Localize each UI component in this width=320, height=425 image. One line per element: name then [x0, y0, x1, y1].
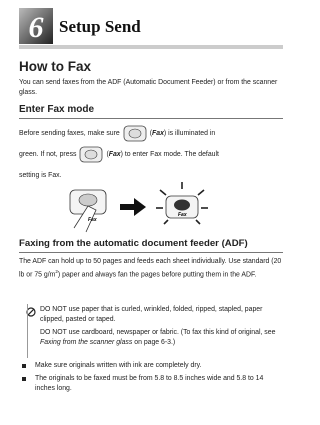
bullet-text: Make sure originals written with ink are… [35, 362, 202, 369]
note-line: DO NOT use cardboard, newspaper or fabri… [40, 328, 280, 348]
text: The ADF can hold up to 50 pages and feed… [19, 258, 282, 279]
page: {"chapter": {"number": "6", "title": "Se… [19, 8, 285, 392]
fax-key: Fax [152, 130, 164, 137]
text: DO NOT use cardboard, newspaper or fabri… [40, 329, 276, 336]
fax-button-icon [123, 125, 147, 142]
subsection-title: Enter Fax mode [19, 104, 95, 115]
chapter-header: 6 Setup Send [19, 8, 283, 49]
button-label: Fax [88, 217, 97, 223]
text: ( [149, 130, 153, 137]
rule [19, 252, 283, 253]
subsection-title: Faxing from the automatic document feede… [19, 238, 248, 249]
intro-text: You can send faxes from the ADF (Automat… [19, 79, 278, 96]
fax-button-icon [79, 146, 103, 163]
link-text: Faxing from the scanner glass [40, 339, 133, 346]
chapter-number: 6 [29, 11, 44, 44]
fax-key: Fax [108, 151, 121, 158]
bullet [22, 377, 26, 381]
text: setting is Fax. [19, 172, 62, 179]
fax-illustration: Fax Fax [69, 182, 208, 233]
rule [19, 118, 283, 119]
button-label: Fax [178, 212, 187, 218]
bullet [22, 364, 26, 368]
text: ) to enter Fax mode. The default [120, 151, 219, 158]
text: green. If not, press [19, 151, 77, 158]
text: Before sending faxes, make sure [19, 130, 120, 137]
superscript: 2 [55, 269, 58, 274]
text: ) is illuminated in [163, 130, 216, 137]
fax-mode-text: Before sending faxes, make sure (Fax) is … [19, 123, 285, 186]
note-line: DO NOT use paper that is curled, wrinkle… [40, 306, 263, 323]
section-title: How to Fax [19, 59, 92, 74]
chapter-title: Setup Send [59, 17, 141, 36]
text: ( [106, 151, 109, 158]
text: on page 6-3.) [134, 339, 176, 346]
text: ) paper and always fan the pages before … [57, 271, 257, 279]
header-bar [19, 45, 283, 49]
note-bar [27, 304, 28, 358]
adf-text: The ADF can hold up to 50 pages and feed… [19, 257, 283, 280]
bullet-text: The originals to be faxed must be from 5… [35, 375, 264, 392]
chapter-badge [19, 8, 53, 44]
